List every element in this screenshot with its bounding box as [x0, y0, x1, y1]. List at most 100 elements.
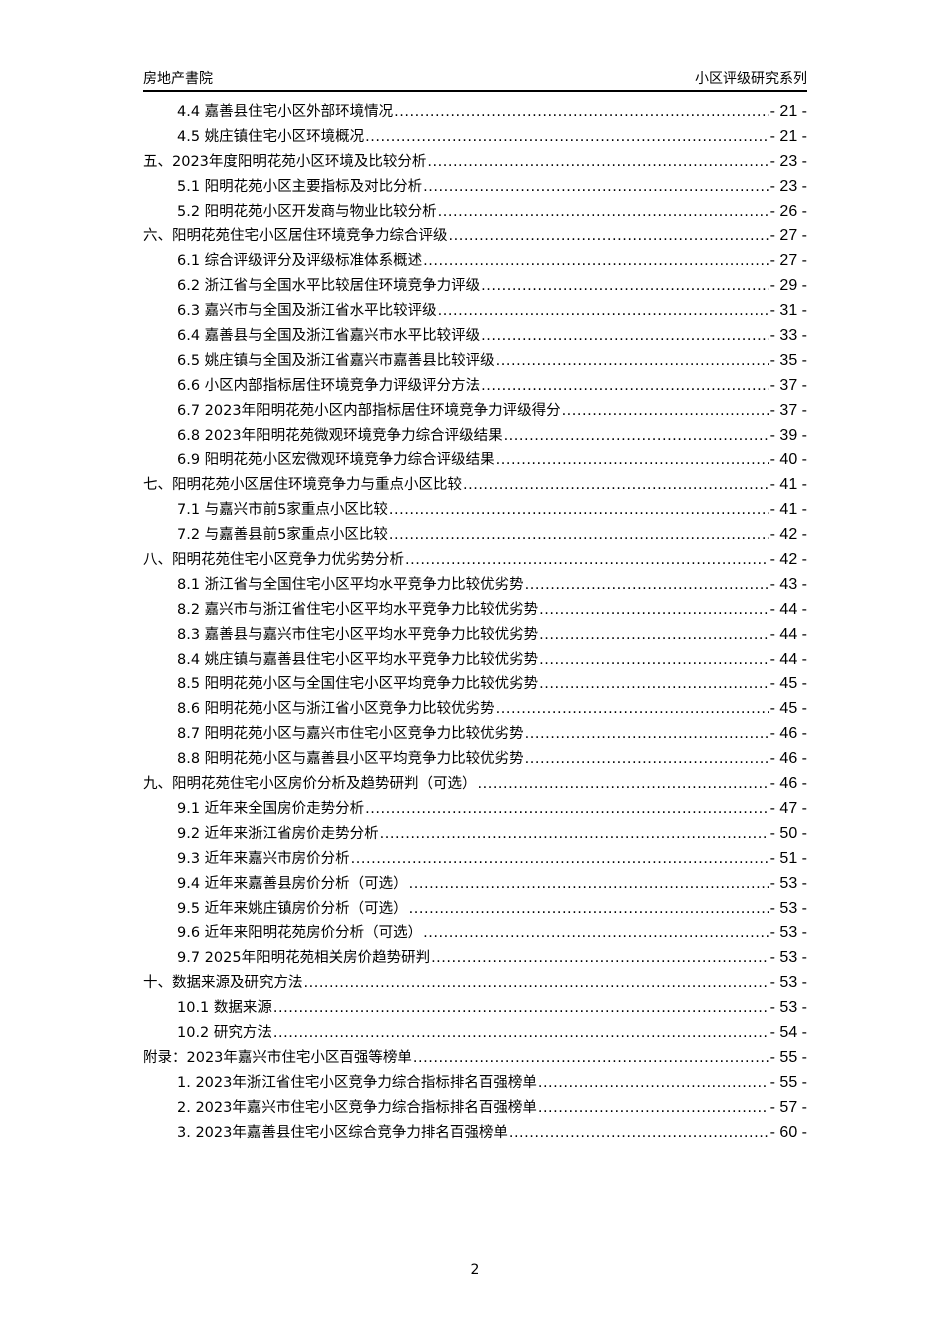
toc-entry[interactable]: 6.2 浙江省与全国水平比较居住环境竞争力评级 - 29 -	[143, 274, 807, 299]
toc-entry-page: - 46 -	[769, 775, 807, 793]
toc-entry-page: - 45 -	[769, 700, 807, 718]
toc-entry-title: 8.3 嘉善县与嘉兴市住宅小区平均水平竞争力比较优劣势	[177, 626, 539, 643]
toc-entry-title: 八、阳明花苑住宅小区竞争力优劣势分析	[143, 552, 404, 569]
toc-entry[interactable]: 八、阳明花苑住宅小区竞争力优劣势分析 - 42 -	[143, 548, 807, 573]
toc-entry[interactable]: 8.7 阳明花苑小区与嘉兴市住宅小区竞争力比较优劣势 - 46 -	[143, 722, 807, 747]
toc-entry[interactable]: 7.2 与嘉善县前5家重点小区比较 - 42 -	[143, 523, 807, 548]
toc-entry[interactable]: 6.5 姚庄镇与全国及浙江省嘉兴市嘉善县比较评级 - 35 -	[143, 349, 807, 374]
toc-entry-page: - 53 -	[769, 974, 807, 992]
toc-entry[interactable]: 9.7 2025年阳明花苑相关房价趋势研判 - 53 -	[143, 946, 807, 971]
toc-leader-dots	[463, 473, 769, 498]
toc-entry[interactable]: 9.2 近年来浙江省房价走势分析 - 50 -	[143, 822, 807, 847]
toc-entry[interactable]: 6.4 嘉善县与全国及浙江省嘉兴市水平比较评级 - 33 -	[143, 324, 807, 349]
toc-entry-title: 10.1 数据来源	[177, 1000, 272, 1017]
toc-leader-dots	[504, 424, 769, 449]
toc-leader-dots	[481, 374, 768, 399]
toc-leader-dots	[394, 100, 768, 125]
toc-entry-title: 8.2 嘉兴市与浙江省住宅小区平均水平竞争力比较优劣势	[177, 601, 539, 618]
toc-entry-title: 9.2 近年来浙江省房价走势分析	[177, 825, 379, 842]
toc-entry-page: - 51 -	[769, 849, 807, 867]
toc-entry-page: - 39 -	[769, 426, 807, 444]
toc-leader-dots	[481, 274, 768, 299]
toc-entry[interactable]: 3. 2023年嘉善县住宅小区综合竞争力排名百强榜单 - 60 -	[143, 1121, 807, 1146]
toc-leader-dots	[423, 175, 768, 200]
toc-leader-dots	[273, 996, 769, 1021]
toc-entry-title: 6.2 浙江省与全国水平比较居住环境竞争力评级	[177, 278, 481, 295]
toc-entry[interactable]: 9.6 近年来阳明花苑房价分析（可选） - 53 -	[143, 921, 807, 946]
toc-entry-page: - 26 -	[769, 202, 807, 220]
toc-entry[interactable]: 6.6 小区内部指标居住环境竞争力评级评分方法 - 37 -	[143, 374, 807, 399]
toc-entry-title: 9.7 2025年阳明花苑相关房价趋势研判	[177, 950, 431, 967]
toc-leader-dots	[478, 772, 769, 797]
toc-entry-page: - 46 -	[769, 725, 807, 743]
toc-entry-page: - 37 -	[769, 401, 807, 419]
toc-entry[interactable]: 9.3 近年来嘉兴市房价分析 - 51 -	[143, 847, 807, 872]
toc-entry[interactable]: 8.3 嘉善县与嘉兴市住宅小区平均水平竞争力比较优劣势 - 44 -	[143, 623, 807, 648]
toc-entry[interactable]: 6.9 阳明花苑小区宏微观环境竞争力综合评级结果 - 40 -	[143, 448, 807, 473]
toc-entry[interactable]: 8.4 姚庄镇与嘉善县住宅小区平均水平竞争力比较优劣势 - 44 -	[143, 648, 807, 673]
toc-entry-page: - 21 -	[769, 127, 807, 145]
toc-entry[interactable]: 8.6 阳明花苑小区与浙江省小区竞争力比较优劣势 - 45 -	[143, 697, 807, 722]
header-left: 房地产書院	[143, 71, 213, 87]
page-number: 2	[470, 1262, 480, 1278]
toc-entry-page: - 55 -	[769, 1073, 807, 1091]
toc-entry-title: 9.5 近年来姚庄镇房价分析（可选）	[177, 900, 408, 917]
toc-entry[interactable]: 2. 2023年嘉兴市住宅小区竞争力综合指标排名百强榜单 - 57 -	[143, 1096, 807, 1121]
toc-entry[interactable]: 8.8 阳明花苑小区与嘉善县小区平均竞争力比较优劣势 - 46 -	[143, 747, 807, 772]
toc-entry-title: 8.5 阳明花苑小区与全国住宅小区平均竞争力比较优劣势	[177, 676, 539, 693]
toc-leader-dots	[509, 1121, 769, 1146]
toc-entry-page: - 54 -	[769, 1023, 807, 1041]
toc-entry-page: - 53 -	[769, 899, 807, 917]
toc-entry-title: 十、数据来源及研究方法	[143, 975, 303, 992]
toc-entry[interactable]: 附录：2023年嘉兴市住宅小区百强等榜单 - 55 -	[143, 1046, 807, 1071]
toc-entry[interactable]: 七、阳明花苑小区居住环境竞争力与重点小区比较 - 41 -	[143, 473, 807, 498]
toc-entry[interactable]: 1. 2023年浙江省住宅小区竞争力综合指标排名百强榜单 - 55 -	[143, 1071, 807, 1096]
toc-entry-title: 8.4 姚庄镇与嘉善县住宅小区平均水平竞争力比较优劣势	[177, 651, 539, 668]
toc-leader-dots	[481, 324, 768, 349]
toc-entry-page: - 55 -	[769, 1048, 807, 1066]
toc-entry-page: - 21 -	[769, 103, 807, 120]
toc-entry-title: 8.7 阳明花苑小区与嘉兴市住宅小区竞争力比较优劣势	[177, 726, 524, 743]
toc-entry[interactable]: 10.2 研究方法 - 54 -	[143, 1021, 807, 1046]
toc-entry[interactable]: 9.1 近年来全国房价走势分析 - 47 -	[143, 797, 807, 822]
toc-entry[interactable]: 6.1 综合评级评分及评级标准体系概述 - 27 -	[143, 249, 807, 274]
toc-entry[interactable]: 7.1 与嘉兴市前5家重点小区比较 - 41 -	[143, 498, 807, 523]
toc-entry-title: 9.6 近年来阳明花苑房价分析（可选）	[177, 925, 423, 942]
toc-entry[interactable]: 6.3 嘉兴市与全国及浙江省水平比较评级 - 31 -	[143, 299, 807, 324]
toc-entry[interactable]: 4.5 姚庄镇住宅小区环境概况 - 21 -	[143, 125, 807, 150]
toc-entry[interactable]: 5.2 阳明花苑小区开发商与物业比较分析 - 26 -	[143, 200, 807, 225]
toc-entry[interactable]: 8.2 嘉兴市与浙江省住宅小区平均水平竞争力比较优劣势 - 44 -	[143, 598, 807, 623]
toc-entry[interactable]: 8.5 阳明花苑小区与全国住宅小区平均竞争力比较优劣势 - 45 -	[143, 672, 807, 697]
header-right: 小区评级研究系列	[695, 71, 807, 87]
toc-leader-dots	[449, 224, 769, 249]
toc-entry[interactable]: 六、阳明花苑住宅小区居住环境竞争力综合评级 - 27 -	[143, 224, 807, 249]
toc-leader-dots	[525, 747, 769, 772]
toc-entry[interactable]: 6.8 2023年阳明花苑微观环境竞争力综合评级结果 - 39 -	[143, 424, 807, 449]
toc-entry-page: - 53 -	[769, 924, 807, 942]
toc-entry[interactable]: 10.1 数据来源 - 53 -	[143, 996, 807, 1021]
toc-leader-dots	[351, 847, 769, 872]
toc-entry[interactable]: 5.1 阳明花苑小区主要指标及对比分析 - 23 -	[143, 175, 807, 200]
toc-entry[interactable]: 8.1 浙江省与全国住宅小区平均水平竞争力比较优劣势 - 43 -	[143, 573, 807, 598]
toc-leader-dots	[539, 648, 768, 673]
toc-entry-title: 6.4 嘉善县与全国及浙江省嘉兴市水平比较评级	[177, 328, 481, 345]
toc-leader-dots	[525, 722, 769, 747]
toc-entry-page: - 27 -	[769, 252, 807, 270]
toc-entry-page: - 42 -	[769, 551, 807, 569]
toc-entry-page: - 42 -	[769, 526, 807, 544]
toc-entry[interactable]: 6.7 2023年阳明花苑小区内部指标居住环境竞争力评级得分 - 37 -	[143, 399, 807, 424]
toc-entry[interactable]: 五、2023年度阳明花苑小区环境及比较分析 - 23 -	[143, 150, 807, 175]
toc-entry[interactable]: 十、数据来源及研究方法 - 53 -	[143, 971, 807, 996]
toc-entry[interactable]: 九、阳明花苑住宅小区房价分析及趋势研判（可选） - 46 -	[143, 772, 807, 797]
toc-entry-page: - 60 -	[769, 1123, 807, 1141]
toc-entry[interactable]: 9.5 近年来姚庄镇房价分析（可选） - 53 -	[143, 897, 807, 922]
toc-entry-page: - 41 -	[769, 501, 807, 519]
toc-entry-title: 10.2 研究方法	[177, 1024, 272, 1041]
toc-entry-page: - 45 -	[769, 675, 807, 693]
toc-leader-dots	[539, 598, 768, 623]
toc-entry-title: 七、阳明花苑小区居住环境竞争力与重点小区比较	[143, 477, 462, 494]
toc-entry-title: 五、2023年度阳明花苑小区环境及比较分析	[143, 153, 427, 170]
toc-leader-dots	[431, 946, 769, 971]
toc-entry[interactable]: 9.4 近年来嘉善县房价分析（可选） - 53 -	[143, 872, 807, 897]
toc-entry[interactable]: 4.4 嘉善县住宅小区外部环境情况 - 21 -	[143, 100, 807, 125]
